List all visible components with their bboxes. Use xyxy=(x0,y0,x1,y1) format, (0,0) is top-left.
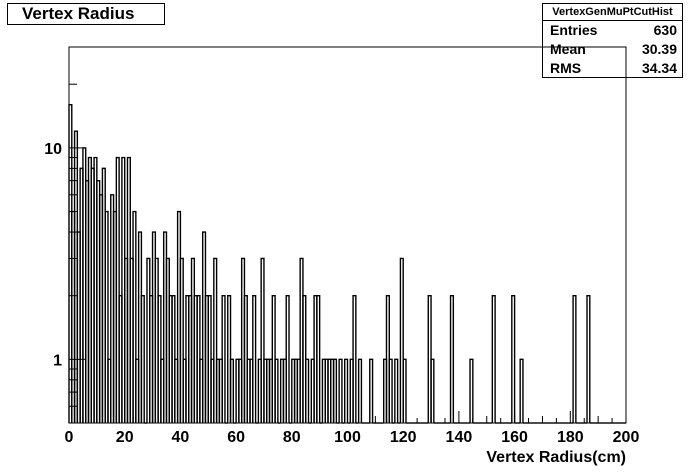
histogram-bin xyxy=(449,294,455,423)
histogram-bin xyxy=(179,257,184,423)
stats-label-entries: Entries xyxy=(550,22,598,38)
histogram-bars xyxy=(68,104,626,424)
x-axis-title: Vertex Radius(cm) xyxy=(486,449,626,466)
histogram-bin xyxy=(332,358,338,423)
histogram-bin xyxy=(213,257,218,423)
histogram-bin xyxy=(572,294,577,423)
histogram-bin xyxy=(140,294,145,423)
histogram-bin xyxy=(430,358,435,423)
histogram-bin xyxy=(388,358,393,423)
stats-box: VertexGenMuPtCutHist Entries 630 Mean 30… xyxy=(542,3,683,78)
histogram-bin xyxy=(316,294,321,423)
histogram-bin xyxy=(586,294,591,423)
x-tick-label: 20 xyxy=(116,429,134,446)
histogram-bin xyxy=(305,358,310,423)
histogram-bin xyxy=(344,358,349,423)
histogram-bin xyxy=(352,294,357,423)
x-tick-label: 140 xyxy=(446,429,473,446)
histogram-bin xyxy=(221,294,226,423)
chart-title: Vertex Radius xyxy=(7,3,165,25)
y-tick-labels: 1 10 xyxy=(44,141,62,369)
stats-row-mean: Mean 30.39 xyxy=(543,40,682,59)
histogram-bin xyxy=(132,210,137,423)
stats-label-mean: Mean xyxy=(550,41,586,57)
x-tick-label: 160 xyxy=(501,429,528,446)
x-tick-label: 180 xyxy=(557,429,584,446)
histogram-bin xyxy=(357,358,363,423)
histogram-bin xyxy=(394,358,399,423)
stats-histogram-name: VertexGenMuPtCutHist xyxy=(543,4,682,21)
x-tick-label: 40 xyxy=(172,429,190,446)
histogram-bin xyxy=(115,156,120,423)
histogram-bin xyxy=(260,257,265,423)
x-tick-label: 100 xyxy=(334,429,361,446)
stats-value-entries: 630 xyxy=(653,22,677,38)
stats-value-mean: 30.39 xyxy=(641,41,677,57)
x-tick-label: 200 xyxy=(613,429,640,446)
histogram-bin xyxy=(338,358,343,423)
histogram-bin xyxy=(491,294,496,423)
histogram-bin xyxy=(369,358,374,423)
x-tick-labels: 0 20 40 60 80 100 120 140 160 180 200 xyxy=(65,429,640,446)
x-tick-label: 80 xyxy=(283,429,301,446)
histogram-bin xyxy=(285,294,290,423)
stats-label-rms: RMS xyxy=(550,60,582,76)
histogram-bin xyxy=(274,358,279,423)
histogram-bin xyxy=(229,358,235,423)
histogram-bin xyxy=(511,294,516,423)
x-tick-label: 60 xyxy=(227,429,245,446)
stats-row-rms: RMS 34.34 xyxy=(543,59,682,78)
histogram-bin xyxy=(402,358,407,423)
y-tick-label: 1 xyxy=(53,352,62,369)
histogram-bin xyxy=(519,358,524,423)
y-tick-label: 10 xyxy=(44,141,62,158)
x-tick-label: 120 xyxy=(390,429,417,446)
histogram-bin xyxy=(399,257,404,423)
histogram-bin xyxy=(469,358,474,423)
stats-value-rms: 34.34 xyxy=(641,60,677,76)
histogram-bin xyxy=(104,210,109,423)
x-tick-label: 0 xyxy=(65,429,74,446)
stats-row-entries: Entries 630 xyxy=(543,21,682,40)
histogram-bin xyxy=(252,294,257,423)
